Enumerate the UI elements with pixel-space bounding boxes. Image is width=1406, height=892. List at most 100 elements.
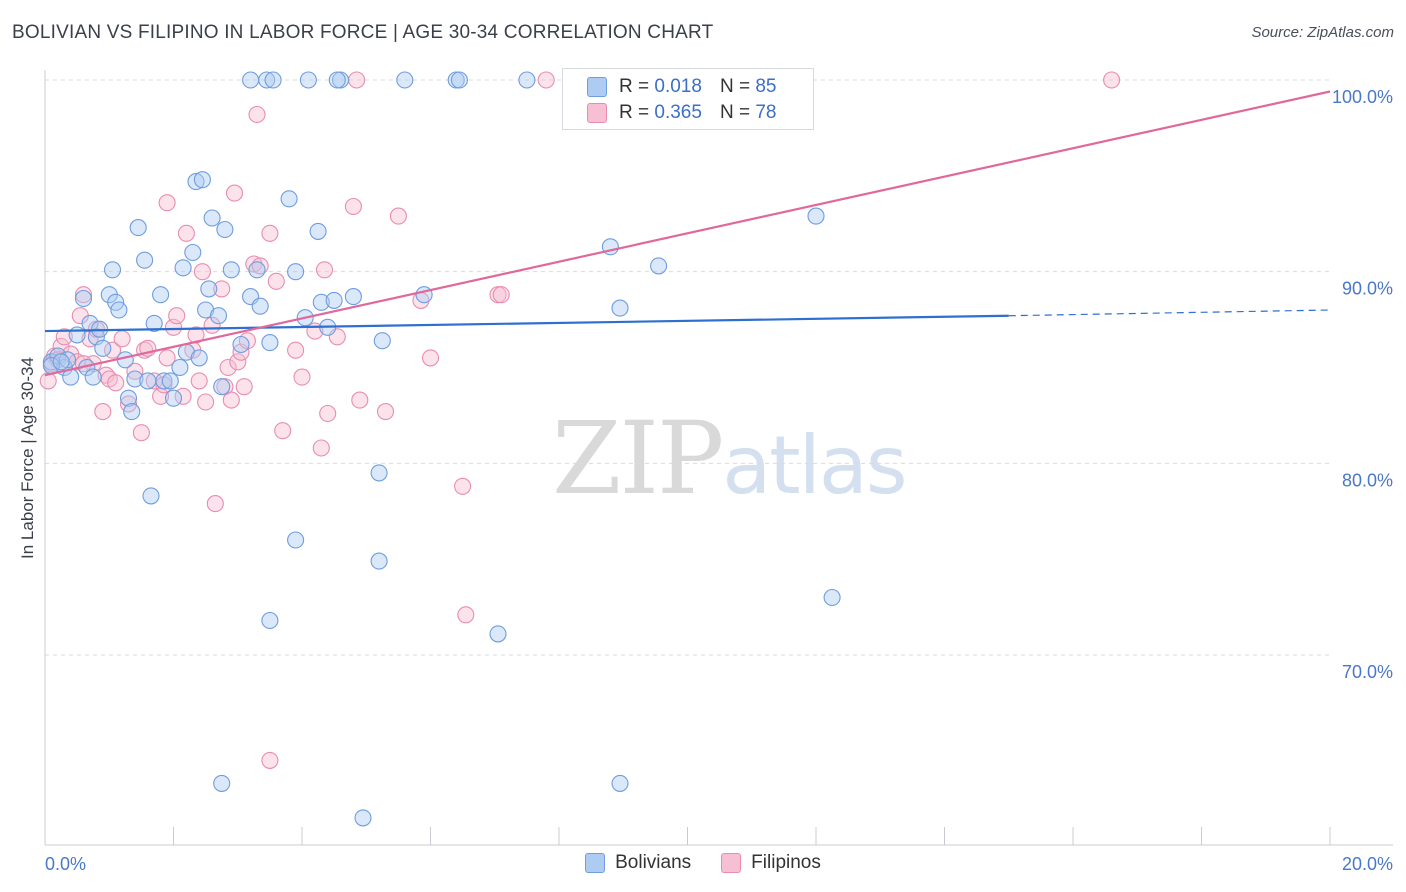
bottom-legend-filipinos-label: Filipinos xyxy=(751,852,821,873)
tick-labels: 70.0% 80.0% 90.0% 100.0% 0.0% 20.0% xyxy=(45,87,1393,874)
source-label: Source: ZipAtlas.com xyxy=(1251,24,1394,41)
legend-n-label: N = xyxy=(719,102,751,123)
bolivian-point xyxy=(370,464,388,482)
bolivian-point xyxy=(287,263,305,281)
watermark: ZIPatlas xyxy=(552,400,908,517)
filipino-point xyxy=(261,224,279,242)
filipino-point xyxy=(206,495,224,513)
bolivian-point xyxy=(110,301,128,319)
filipino-point xyxy=(261,751,279,769)
trend-lines xyxy=(44,90,1331,377)
bolivian-point xyxy=(184,243,202,262)
filipino-point xyxy=(351,391,369,409)
bolivians-trend-extension xyxy=(1008,309,1331,317)
bolivians-points xyxy=(42,71,841,827)
filipino-point xyxy=(158,349,176,367)
bolivian-point xyxy=(299,71,317,89)
bolivian-point xyxy=(373,332,391,350)
bolivian-point xyxy=(58,351,77,369)
filipino-point xyxy=(177,224,195,242)
filipinos-trend-line xyxy=(44,90,1331,377)
bolivian-point xyxy=(344,288,362,306)
filipino-point xyxy=(107,374,125,392)
legend-row-bolivians: R = 0.018 N = 85 xyxy=(587,74,776,100)
legend-r-label: R = xyxy=(619,102,650,123)
y-tick-label: 70.0% xyxy=(1342,662,1393,682)
bolivian-point xyxy=(287,531,305,549)
filipino-point xyxy=(113,330,131,348)
watermark-atlas: atlas xyxy=(722,419,907,512)
bolivian-point xyxy=(280,190,298,208)
bolivians-swatch xyxy=(587,77,607,97)
legend-r-value: 0.365 xyxy=(654,102,702,123)
bolivian-point xyxy=(126,370,144,388)
bolivian-point xyxy=(328,71,346,89)
bolivian-point xyxy=(216,220,234,239)
bolivian-point xyxy=(258,71,276,89)
bolivian-point xyxy=(450,71,468,89)
bottom-legend-filipinos: Filipinos xyxy=(721,852,821,874)
filipino-point xyxy=(457,606,475,624)
filipino-point xyxy=(219,358,237,377)
bolivian-point xyxy=(155,372,173,390)
bottom-legend: Bolivians Filipinos xyxy=(0,852,1406,874)
filipino-point xyxy=(213,280,231,298)
filipino-point xyxy=(454,477,472,495)
bolivians-trend-line xyxy=(44,314,1009,333)
bolivian-point xyxy=(103,261,122,279)
filipino-point xyxy=(389,207,407,225)
filipino-point xyxy=(293,368,311,386)
bolivian-point xyxy=(370,552,388,570)
bolivian-point xyxy=(123,403,141,421)
bolivian-point xyxy=(52,353,70,371)
legend-n-value: 78 xyxy=(755,102,777,123)
bolivian-point xyxy=(611,774,629,792)
filipino-point xyxy=(344,197,362,216)
bolivian-point xyxy=(193,171,211,189)
x-tick-label: 20.0% xyxy=(1342,854,1393,874)
filipino-point xyxy=(537,71,555,89)
legend-r-label: R = xyxy=(619,76,650,97)
y-tick-label: 100.0% xyxy=(1332,87,1393,107)
bottom-legend-bolivians: Bolivians xyxy=(585,852,691,874)
filipino-point xyxy=(235,378,253,396)
y-tick-label: 90.0% xyxy=(1342,279,1393,299)
filipino-point xyxy=(132,424,150,442)
legend-n-value: 85 xyxy=(755,76,777,97)
filipino-point xyxy=(222,391,240,409)
filipino-point xyxy=(229,353,247,371)
axes xyxy=(44,70,1393,846)
bolivian-point xyxy=(251,297,269,315)
bolivian-point xyxy=(518,71,536,89)
bolivian-point xyxy=(209,307,228,325)
filipinos-swatch xyxy=(721,853,742,873)
bolivian-point xyxy=(415,286,433,304)
filipino-point xyxy=(319,404,337,423)
bolivian-point xyxy=(396,71,414,89)
bolivian-point xyxy=(164,389,183,407)
filipino-point xyxy=(1103,71,1121,89)
filipino-point xyxy=(190,372,208,390)
bolivian-point xyxy=(309,222,327,240)
bolivian-point xyxy=(489,625,507,643)
bolivian-point xyxy=(213,378,231,396)
legend-row-filipinos: R = 0.365 N = 78 xyxy=(587,100,776,126)
filipinos-swatch xyxy=(587,103,607,123)
bolivian-point xyxy=(823,588,841,607)
filipino-point xyxy=(248,105,266,124)
y-tick-label: 80.0% xyxy=(1342,470,1393,490)
filipino-point xyxy=(376,403,395,421)
bolivian-point xyxy=(84,368,102,386)
bolivian-point xyxy=(94,339,112,357)
filipino-point xyxy=(492,286,510,304)
bolivian-point xyxy=(200,280,218,298)
bolivian-point xyxy=(354,809,372,827)
bolivian-point xyxy=(171,358,189,377)
bolivian-point xyxy=(312,293,330,311)
legend-box: R = 0.018 N = 85 R = 0.365 N = 78 xyxy=(562,68,814,130)
bolivian-point xyxy=(190,349,208,367)
bolivian-point xyxy=(248,261,266,279)
filipinos-points xyxy=(39,71,1121,769)
filipino-point xyxy=(158,194,176,212)
bolivian-point xyxy=(161,372,179,390)
